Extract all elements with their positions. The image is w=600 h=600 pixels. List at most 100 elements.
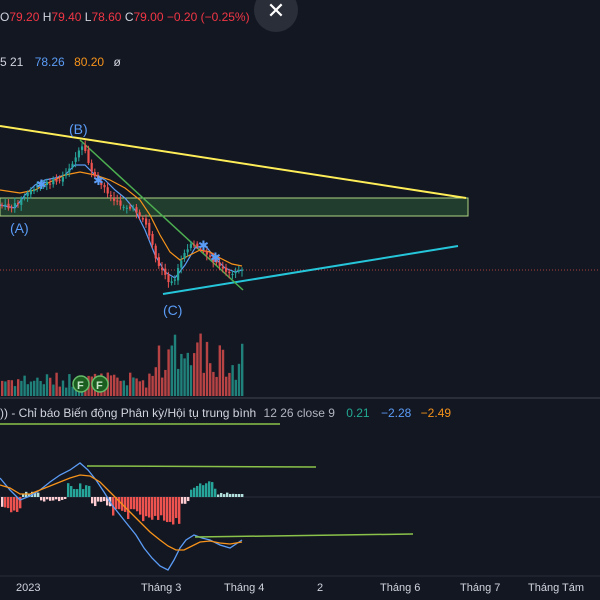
volume-bar xyxy=(42,384,45,396)
candle-body xyxy=(39,184,42,187)
macd-histogram-value: 0.21 xyxy=(346,406,370,420)
time-axis-label: Tháng 6 xyxy=(380,582,421,594)
macd-signal-line xyxy=(0,474,243,551)
ohlc-open-value: 79.20 xyxy=(9,10,40,24)
macd-hist-bar xyxy=(70,486,73,497)
time-axis-label: Tháng Tám xyxy=(528,582,585,594)
candle-body xyxy=(71,163,74,168)
candle-body xyxy=(148,222,151,236)
candle-body xyxy=(202,250,205,252)
volume-bar xyxy=(173,334,177,396)
macd-hist-bar xyxy=(49,497,52,501)
macd-signal-value: −2.49 xyxy=(420,406,452,420)
candle-body xyxy=(42,184,45,186)
volume-bar xyxy=(209,363,212,396)
volume-bar xyxy=(241,343,244,396)
volume-bar xyxy=(122,380,125,396)
candle-body xyxy=(119,200,122,206)
volume-bar xyxy=(237,363,241,396)
candle-body xyxy=(17,202,20,205)
macd-hist-bar xyxy=(151,497,154,520)
candle-body xyxy=(228,271,231,274)
macd-hist-bar xyxy=(40,497,43,501)
candle-body xyxy=(167,274,170,283)
macd-hist-bar xyxy=(211,482,214,497)
volume-bar xyxy=(33,380,36,396)
ma-indicator-legend[interactable]: 5 21 78.26 80.20 ø xyxy=(0,55,121,69)
candle-body xyxy=(193,244,196,246)
macd-hist-bar xyxy=(199,483,202,497)
candle-body xyxy=(189,244,192,248)
volume-bar xyxy=(58,386,61,396)
candle-body xyxy=(183,252,186,259)
macd-hist-bar xyxy=(166,497,169,523)
volume-bar xyxy=(13,386,17,396)
support-zone-rectangle[interactable] xyxy=(0,197,469,217)
green-trendline[interactable] xyxy=(79,139,244,291)
macd-legend[interactable]: )) - Chỉ báo Biến động Phân kỳ/Hội tụ tr… xyxy=(0,406,451,420)
time-axis[interactable]: 2023 Tháng 3 Tháng 4 2 Tháng 6 Tháng 7 T… xyxy=(0,578,600,600)
macd-hist-bar xyxy=(82,489,85,497)
candle-body xyxy=(157,257,160,266)
yellow-trendline[interactable] xyxy=(0,125,467,199)
time-axis-label: 2023 xyxy=(16,582,41,594)
candle-body xyxy=(199,248,202,250)
volume-bar xyxy=(116,377,119,396)
macd-hist-bar xyxy=(235,494,238,497)
cyan-trendline[interactable] xyxy=(162,245,459,295)
macd-hist-bar xyxy=(187,497,190,502)
macd-upper-trendline[interactable] xyxy=(86,465,317,468)
volume-bar xyxy=(39,380,42,396)
macd-hist-bar xyxy=(124,497,127,512)
macd-hist-bar xyxy=(181,497,184,504)
candle-body xyxy=(1,204,4,206)
macd-hist-bar xyxy=(148,497,151,518)
macd-hist-bar xyxy=(61,497,64,500)
macd-hist-bar xyxy=(64,497,67,500)
candle-body xyxy=(234,271,237,274)
macd-hist-bar xyxy=(241,494,244,497)
volume-bar xyxy=(125,385,129,396)
macd-hist-bar xyxy=(91,497,94,504)
candle-body xyxy=(23,196,26,198)
candle-body xyxy=(33,189,36,192)
macd-hist-bar xyxy=(94,497,97,507)
candle-body xyxy=(135,207,138,213)
candle-body xyxy=(237,269,240,272)
candle-body xyxy=(141,218,144,220)
candle-body xyxy=(87,149,90,164)
macd-hist-bar xyxy=(43,497,46,502)
macd-hist-bar xyxy=(217,494,220,497)
candle-body xyxy=(100,181,103,185)
macd-hist-bar xyxy=(130,497,133,510)
earnings-marker-2[interactable]: F xyxy=(91,375,109,393)
candle-body xyxy=(186,249,189,253)
candle-body xyxy=(93,172,96,177)
candle-body xyxy=(161,267,164,270)
candle-body xyxy=(215,260,218,263)
volume-bar xyxy=(135,378,138,396)
candlestick-series xyxy=(1,140,244,288)
macd-lower-trendline[interactable] xyxy=(194,533,414,538)
macd-hist-bar xyxy=(100,497,103,502)
candle-body xyxy=(109,195,112,197)
volume-bar xyxy=(119,380,122,396)
candle-body xyxy=(221,266,224,269)
svg-text:✱: ✱ xyxy=(198,239,209,254)
volume-bar xyxy=(154,367,157,396)
ma-extra-value: ø xyxy=(113,55,121,69)
volume-bar xyxy=(161,377,164,396)
signal-markers: ✱ ✱ ✱ ✱ xyxy=(36,174,221,266)
volume-bar xyxy=(68,374,71,396)
candle-body xyxy=(170,281,173,283)
volume-histogram xyxy=(1,333,244,396)
macd-legend-params: 12 26 close 9 xyxy=(263,406,335,420)
volume-bar xyxy=(202,372,205,396)
earnings-marker-1[interactable]: F xyxy=(72,375,90,393)
ma-fast-line xyxy=(0,164,243,279)
macd-hist-bar xyxy=(136,497,139,512)
macd-hist-bar xyxy=(67,483,70,497)
volume-bar xyxy=(205,341,209,396)
macd-hist-bar xyxy=(208,481,211,497)
